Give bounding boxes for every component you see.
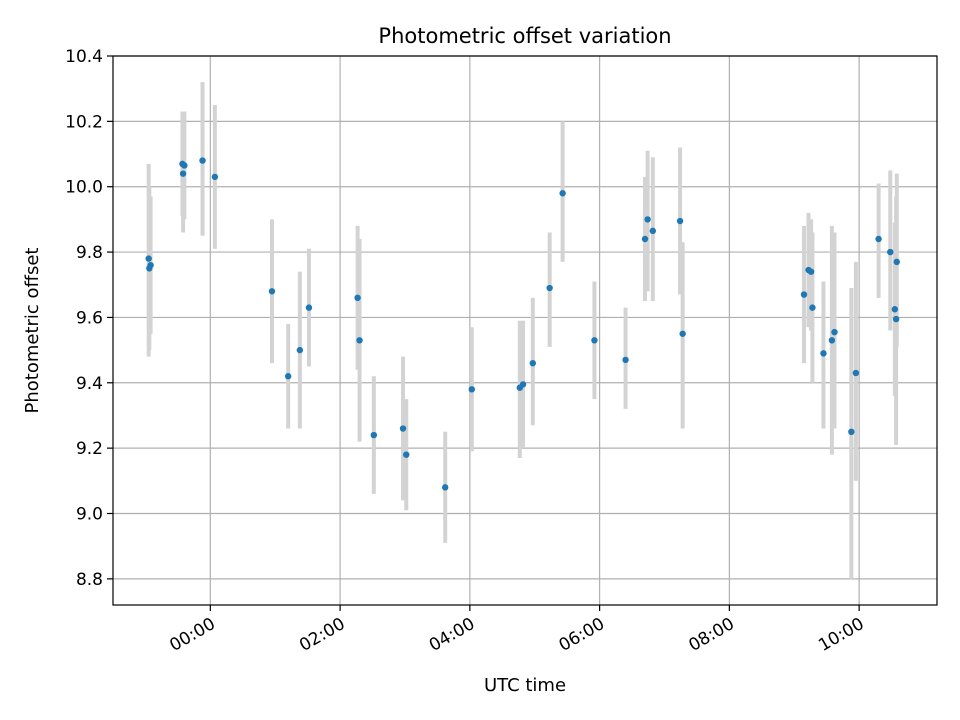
data-point [852, 369, 860, 377]
data-point [519, 381, 527, 388]
data-point [399, 425, 407, 432]
y-axis-title: Photometric offset [22, 248, 43, 414]
data-point [831, 328, 838, 336]
data-point [284, 373, 292, 380]
data-point [181, 162, 188, 169]
data-point [403, 451, 410, 458]
data-point [893, 258, 900, 266]
data-point [676, 217, 684, 225]
data-point [179, 170, 187, 177]
data-point [891, 306, 899, 313]
grid-layer [113, 55, 937, 605]
data-point [546, 284, 553, 292]
data-point [887, 248, 894, 256]
data-point [305, 304, 313, 311]
data-point [147, 261, 154, 269]
data-point [356, 337, 363, 344]
data-point [370, 431, 378, 439]
x-axis-title: UTC time [484, 675, 566, 696]
data-point [145, 255, 152, 262]
y-tick-label: 9.0 [76, 505, 103, 525]
data-point [268, 288, 276, 295]
data-point [848, 428, 855, 436]
data-point [354, 294, 361, 302]
data-point [828, 337, 836, 344]
plot-frame [112, 55, 938, 606]
y-tick-label: 9.8 [76, 243, 103, 263]
data-point [441, 484, 449, 491]
data-point [211, 173, 219, 181]
y-tick-label: 10.2 [65, 112, 103, 132]
y-tick-label: 10.0 [65, 178, 103, 198]
data-point [199, 157, 206, 164]
y-tick-label: 9.6 [76, 308, 103, 328]
chart-title: Photometric offset variation [378, 24, 671, 48]
data-point [679, 330, 686, 337]
data-point [591, 337, 598, 344]
data-point [529, 359, 536, 367]
data-point [641, 235, 649, 243]
data-point [649, 227, 657, 235]
data-point [644, 216, 651, 223]
data-point [622, 356, 629, 364]
data-point [892, 315, 900, 323]
data-point [809, 304, 816, 311]
data-point [296, 346, 304, 354]
data-point [820, 350, 827, 357]
y-tick-label: 9.2 [76, 439, 103, 459]
data-point [468, 386, 475, 393]
y-tick-label: 10.4 [65, 47, 103, 67]
y-tick-label: 9.4 [76, 374, 103, 394]
point-layer [145, 157, 900, 491]
data-point [875, 235, 882, 243]
data-point [807, 268, 815, 275]
data-point [800, 291, 808, 298]
y-tick-label: 8.8 [76, 570, 103, 590]
data-point [559, 190, 566, 197]
